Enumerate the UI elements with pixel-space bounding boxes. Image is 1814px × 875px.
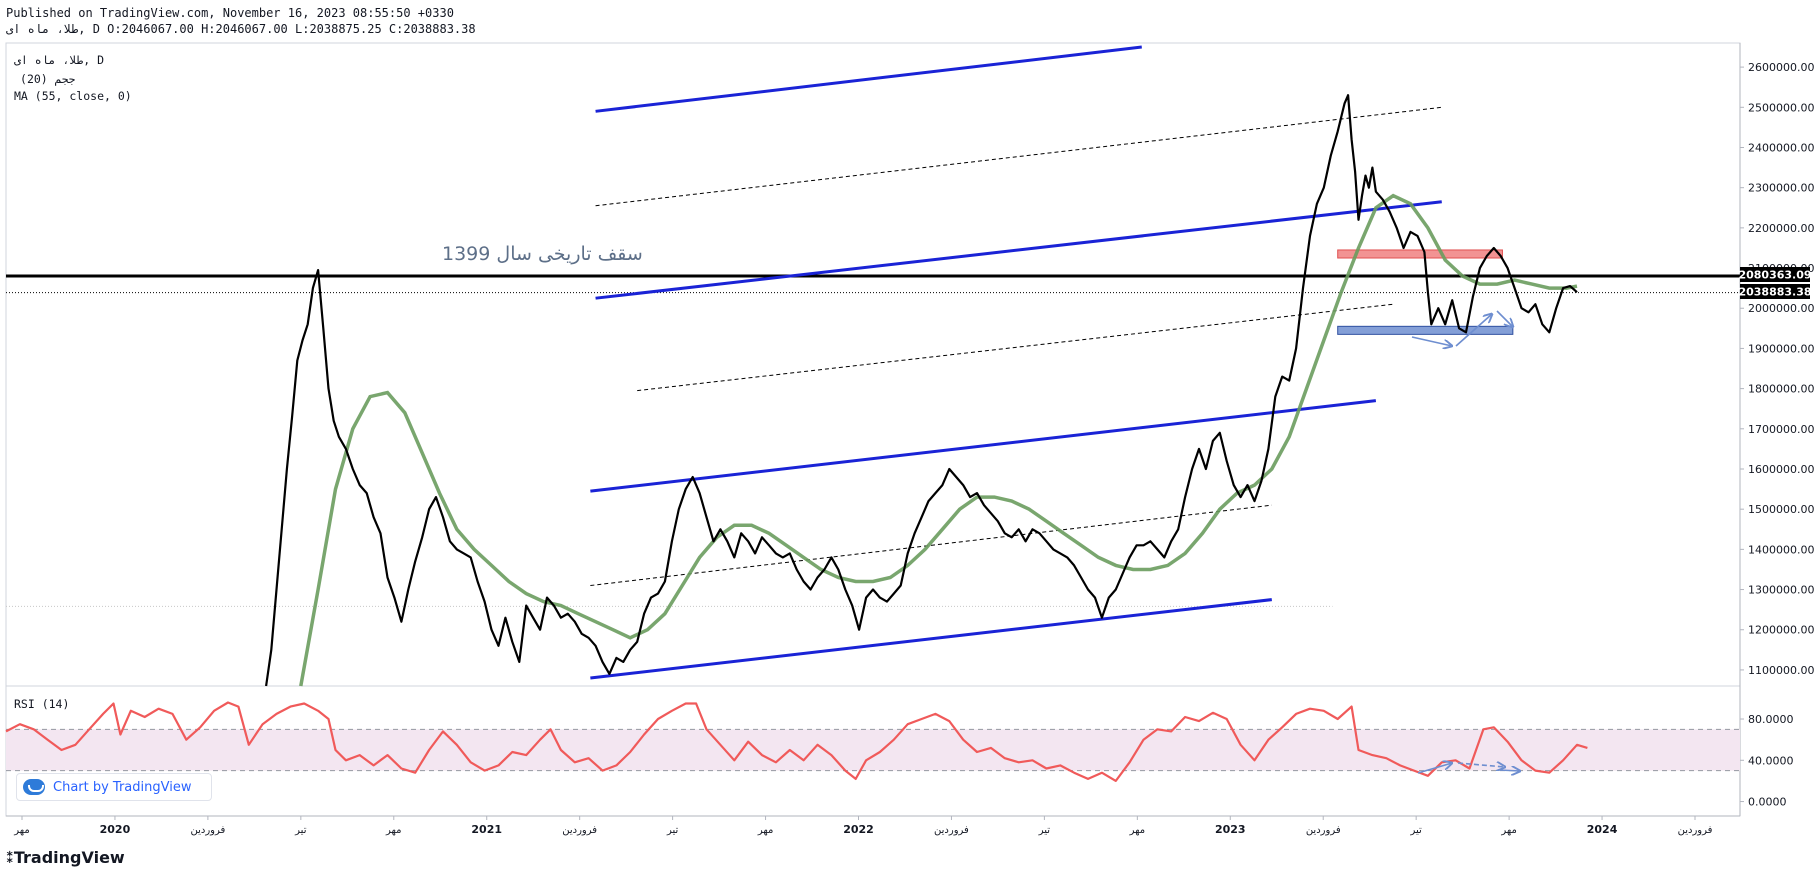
time-tick-label-7: تیر [666,825,679,836]
channel-line-4 [590,399,1377,493]
historical-high-annotation[interactable]: سقف تاریخی سال 1399 [442,243,643,265]
price-tick-label-15: 1100000.00 [1748,664,1814,677]
price-tick-label-6: 2000000.00 [1748,302,1814,315]
rsi-axis[interactable]: 80.0000 40.0000 0.0000 [1740,713,1794,809]
time-tick-label-16: مهر [1500,825,1516,836]
time-tick-label-4: مهر [385,825,401,836]
time-tick-label-2: فروردین [190,825,225,836]
price-tick-label-0: 2600000.00 [1748,61,1814,74]
arrow-2 [1455,314,1492,347]
channel-line-2 [595,200,1442,300]
last-price-label-bg [1740,284,1810,299]
time-tick-label-6: فروردین [562,825,597,836]
time-tick-label-15: تیر [1410,825,1423,836]
channel-line-3 [637,303,1394,392]
volume-legend[interactable]: ججم (20) [20,72,76,86]
price-tick-label-7: 1900000.00 [1748,342,1814,355]
price-tick-label-10: 1600000.00 [1748,463,1814,476]
channel-line-0 [595,45,1142,113]
price-series-line [265,94,1578,687]
trend-channels [590,45,1442,680]
zone-blue [1337,325,1514,335]
last-price-label: 2038883.38 [1738,286,1811,299]
footer-brand-text: TradingView [13,848,125,867]
arrow-6 [1498,770,1520,771]
rsi-tick-label-2: 0.0000 [1748,796,1787,809]
time-tick-label-10: فروردین [934,825,969,836]
symbol-legend[interactable]: طلا، ماه ای, D [14,53,105,67]
time-tick-label-1: 2020 [100,823,131,836]
time-tick-label-0: مهر [13,825,29,836]
price-tick-label-13: 1300000.00 [1748,584,1814,597]
resistance-price-label-bg [1740,267,1810,282]
price-tick-label-11: 1500000.00 [1748,503,1814,516]
ma-series-line [299,193,1578,687]
series-layer [5,94,1588,783]
zones [1337,249,1514,335]
price-tick-label-4: 2200000.00 [1748,222,1814,235]
price-axis[interactable]: 2600000.00 2500000.00 2400000.00 2300000.00… [1740,61,1814,677]
ma-legend[interactable]: MA (55, close, 0) [14,89,132,103]
rsi-band-layer [6,728,1740,772]
arrows [1411,310,1520,774]
time-tick-label-5: 2021 [471,823,502,836]
price-tick-label-9: 1700000.00 [1748,423,1814,436]
price-tick-label-8: 1800000.00 [1748,383,1814,396]
arrow-1 [1411,336,1452,346]
zone-red [1337,249,1503,259]
time-tick-label-17: 2024 [1587,823,1618,836]
price-tick-label-3: 2300000.00 [1748,182,1814,195]
channel-line-5 [590,504,1272,587]
arrow-4 [1417,763,1452,774]
channel-line-6 [590,598,1272,680]
published-line: Published on TradingView.com, November 1… [6,6,454,20]
rsi-tick-label-1: 40.0000 [1748,754,1794,767]
price-tick-label-2: 2400000.00 [1748,141,1814,154]
ohlc-line: طلا، ماه ای, D O:2046067.00 H:2046067.00… [6,22,476,36]
rsi-band [6,729,1740,771]
time-axis[interactable]: مهر 2020 فروردین تیر مهر 2021 فروردین تیر مهر 202… [13,816,1713,836]
cloud-icon [23,779,45,795]
time-tick-label-3: تیر [294,825,307,836]
watermark-text: Chart by TradingView [53,779,192,795]
arrow-3 [1496,310,1513,327]
time-tick-label-11: تیر [1038,825,1051,836]
price-tick-label-1: 2500000.00 [1748,101,1814,114]
time-tick-label-13: 2023 [1215,823,1246,836]
time-tick-label-12: مهر [1129,825,1145,836]
footer-brand[interactable]: ⁑ TradingView [6,848,125,867]
tradingview-watermark[interactable]: Chart by TradingView [16,773,212,801]
time-tick-label-14: فروردین [1306,825,1341,836]
rsi-legend[interactable]: RSI (14) [14,697,70,711]
time-tick-label-8: مهر [757,825,773,836]
main-pane[interactable] [5,42,1741,687]
time-tick-label-9: 2022 [843,823,874,836]
rsi-tick-label-0: 80.0000 [1748,713,1794,726]
price-tick-label-12: 1400000.00 [1748,543,1814,556]
channel-line-1 [595,106,1442,207]
price-tick-label-14: 1200000.00 [1748,624,1814,637]
time-tick-label-18: فروردین [1678,825,1713,836]
resistance-price-label: 2080363.09 [1738,269,1811,282]
rsi-series-line [5,701,1588,783]
tradingview-logo-icon: ⁑ [6,848,14,867]
